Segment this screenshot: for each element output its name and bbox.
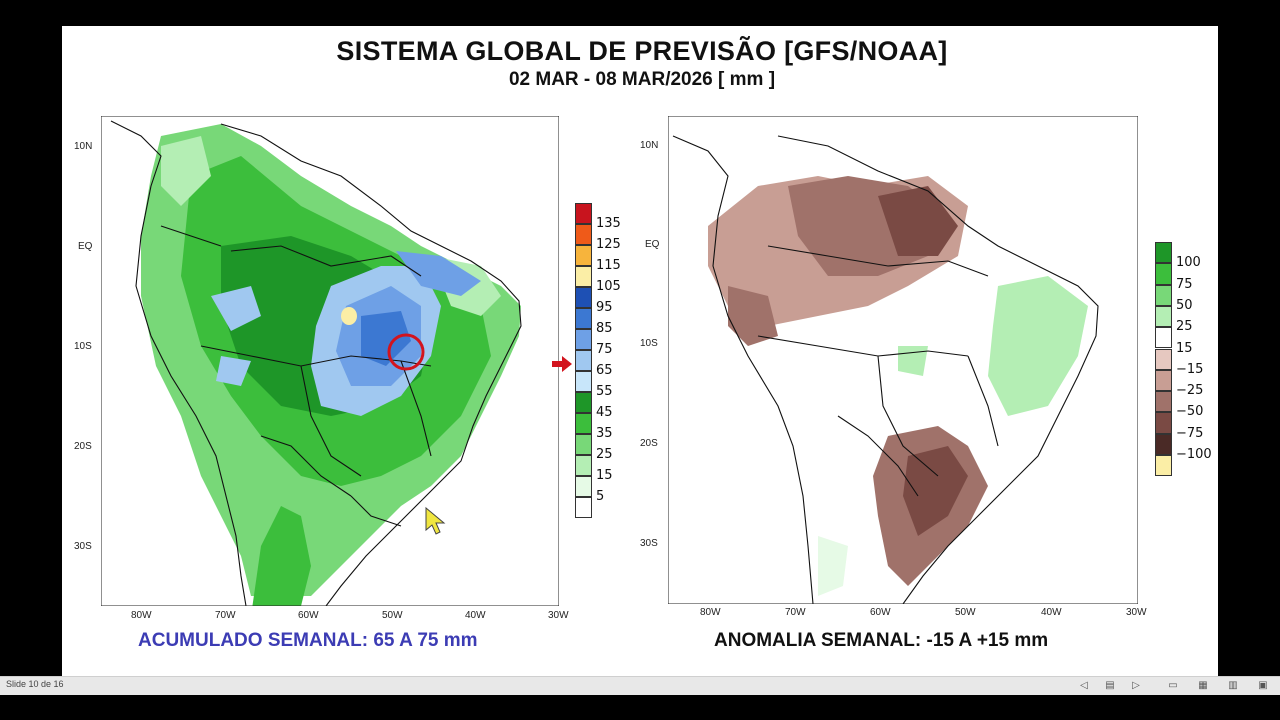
legend-label: 105 <box>596 279 621 294</box>
lon-label: 30W <box>1126 607 1147 618</box>
legend-swatch <box>1155 391 1172 413</box>
anomaly-map <box>668 116 1138 604</box>
lat-label: EQ <box>645 239 660 250</box>
legend-swatch <box>575 476 592 497</box>
lat-label: 30S <box>74 541 92 552</box>
heavy-rain-core <box>211 251 481 416</box>
legend-label: 100 <box>1176 255 1201 271</box>
legend-label: −50 <box>1176 404 1204 420</box>
legend-swatch <box>1155 305 1172 328</box>
legend-swatch <box>1155 242 1172 264</box>
legend-swatch <box>1155 433 1172 455</box>
legend-label: 50 <box>1176 297 1193 313</box>
red-arrow-icon <box>552 356 572 372</box>
slide-title: SISTEMA GLOBAL DE PREVISÃO [GFS/NOAA] <box>336 36 948 66</box>
lon-label: 50W <box>382 610 403 621</box>
legend-label: 85 <box>596 321 613 336</box>
notes-icon[interactable]: ▤ <box>1105 680 1115 691</box>
legend-swatch <box>1155 455 1172 477</box>
legend-label: 5 <box>596 489 605 504</box>
legend-label: 65 <box>596 363 613 378</box>
legend-swatch <box>1155 412 1172 434</box>
lon-label: 40W <box>1041 607 1062 618</box>
lon-label: 30W <box>548 610 569 621</box>
legend-swatch <box>575 350 592 371</box>
legend-swatch <box>575 413 592 434</box>
reading-view-icon[interactable]: ▥ <box>1228 680 1238 691</box>
lat-label: EQ <box>78 241 93 252</box>
lon-label: 70W <box>215 610 236 621</box>
legend-swatch <box>1155 263 1172 285</box>
precipitation-map <box>101 116 559 606</box>
lon-label: 50W <box>955 607 976 618</box>
legend-label: −100 <box>1176 447 1212 462</box>
lon-label: 80W <box>700 607 721 618</box>
legend-swatch <box>575 224 592 245</box>
country-borders <box>110 120 522 606</box>
legend-label: 45 <box>596 405 613 420</box>
legend-label: 95 <box>596 300 613 315</box>
legend-label: −15 <box>1176 361 1204 377</box>
slide-counter: Slide 10 de 16 <box>6 679 64 689</box>
legend-label: 25 <box>596 447 613 462</box>
lon-label: 40W <box>465 610 486 621</box>
slide-subtitle: 02 MAR - 08 MAR/2026 [ mm ] <box>508 69 776 90</box>
legend-label: 75 <box>596 342 613 357</box>
anomaly-field <box>708 176 1088 596</box>
accumulated-caption: ACUMULADO SEMANAL: 65 A 75 mm <box>138 630 478 651</box>
legend-swatch <box>575 266 592 287</box>
legend-swatch <box>575 308 592 329</box>
legend-label: 55 <box>596 384 613 399</box>
legend-label: 125 <box>596 237 621 252</box>
legend-swatch <box>575 434 592 455</box>
legend-label: 115 <box>596 258 621 273</box>
legend-label: 15 <box>1176 340 1193 356</box>
legend-label: 75 <box>1176 276 1193 292</box>
legend-swatch <box>1155 327 1172 349</box>
next-icon[interactable]: ▷ <box>1132 680 1140 691</box>
status-bar: Slide 10 de 16 ◁ ▤ ▷ ▭ ▦ ▥ ▣ <box>0 676 1280 695</box>
mouse-pointer-icon <box>425 506 446 535</box>
legend-label: 135 <box>596 216 621 231</box>
country-borders <box>672 135 1099 604</box>
legend-swatch <box>1155 348 1172 370</box>
normal-view-icon[interactable]: ▭ <box>1168 680 1178 691</box>
legend-swatch <box>575 392 592 413</box>
legend-swatch <box>575 371 592 392</box>
legend-swatch <box>1155 284 1172 306</box>
legend-swatch <box>575 455 592 476</box>
legend-swatch <box>575 497 592 518</box>
legend-swatch <box>575 287 592 308</box>
lon-label: 70W <box>785 607 806 618</box>
anomaly-caption: ANOMALIA SEMANAL: -15 A +15 mm <box>714 630 1049 651</box>
lat-label: 10S <box>640 338 658 349</box>
lon-label: 60W <box>870 607 891 618</box>
legend-label: −75 <box>1176 425 1204 441</box>
previous-icon[interactable]: ◁ <box>1080 680 1088 691</box>
lat-label: 20S <box>640 438 658 449</box>
lat-label: 30S <box>640 538 658 549</box>
legend-swatch <box>575 245 592 266</box>
lat-label: 10S <box>74 341 92 352</box>
slide-sorter-icon[interactable]: ▦ <box>1198 680 1208 691</box>
legend-swatch <box>575 329 592 350</box>
legend-label: −25 <box>1176 383 1204 399</box>
legend-label: 15 <box>596 468 613 483</box>
red-circle-highlight <box>387 333 425 371</box>
lat-label: 10N <box>74 141 93 152</box>
legend-label: 25 <box>1176 319 1193 335</box>
lat-label: 20S <box>74 441 92 452</box>
lon-label: 60W <box>298 610 319 621</box>
slideshow-icon[interactable]: ▣ <box>1258 680 1268 691</box>
legend-swatch <box>575 203 592 224</box>
legend-label: 35 <box>596 426 613 441</box>
lon-label: 80W <box>131 610 152 621</box>
legend-swatch <box>1155 369 1172 392</box>
lat-label: 10N <box>640 140 659 151</box>
